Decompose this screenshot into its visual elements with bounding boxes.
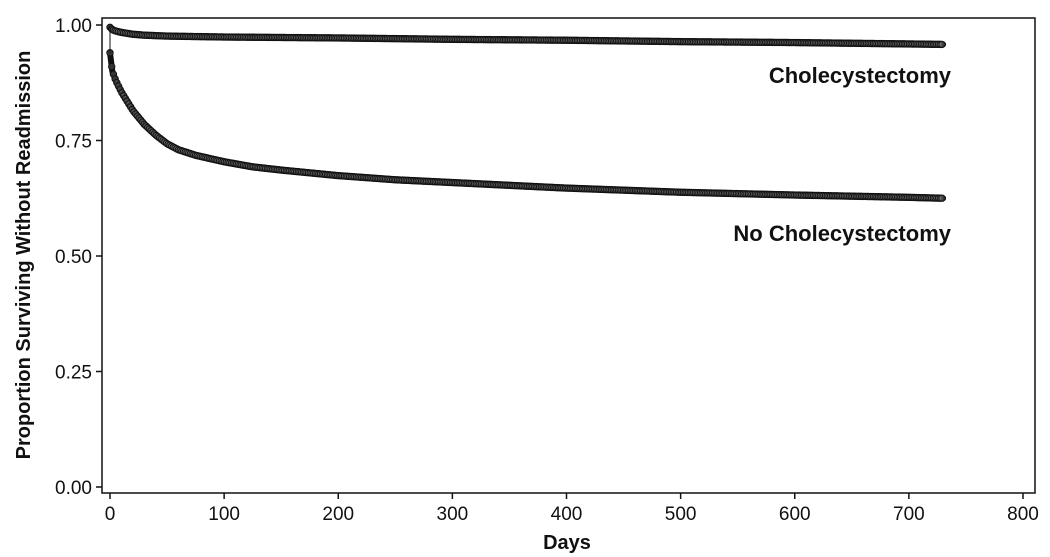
x-axis-title: Days	[543, 532, 591, 554]
x-tick-label: 400	[551, 504, 583, 525]
series-0	[106, 23, 947, 49]
x-tick-label: 600	[779, 504, 811, 525]
y-axis-ticks: 0.00 0.25 0.50 0.75 1.00	[55, 16, 102, 499]
x-tick-label: 100	[208, 504, 240, 525]
y-tick-label: 0.00	[55, 478, 92, 499]
series-label-no-cholecystectomy: No Cholecystectomy	[733, 221, 951, 246]
x-tick-label: 800	[1007, 504, 1039, 525]
y-axis-title: Proportion Surviving Without Readmission	[13, 51, 35, 460]
censor-mark	[938, 40, 946, 49]
x-tick-label: 0	[105, 504, 116, 525]
x-tick-label: 300	[437, 504, 469, 525]
series-1	[106, 49, 947, 202]
censor-mark	[114, 82, 123, 90]
censor-mark	[938, 194, 946, 202]
x-axis-ticks: 0 100 200 300 400 500 600 700 800	[105, 493, 1039, 525]
x-tick-label: 700	[893, 504, 925, 525]
series-label-cholecystectomy: Cholecystectomy	[769, 63, 952, 88]
y-tick-label: 0.50	[55, 247, 92, 268]
x-tick-label: 200	[322, 504, 354, 525]
y-tick-label: 1.00	[55, 16, 92, 37]
censor-mark	[111, 75, 119, 83]
censor-mark	[108, 62, 116, 71]
series-layer	[106, 23, 947, 202]
y-tick-label: 0.75	[55, 132, 92, 153]
plot-frame	[101, 17, 1036, 494]
censor-mark	[113, 79, 121, 87]
x-tick-label: 500	[665, 504, 697, 525]
y-tick-label: 0.25	[55, 363, 92, 384]
